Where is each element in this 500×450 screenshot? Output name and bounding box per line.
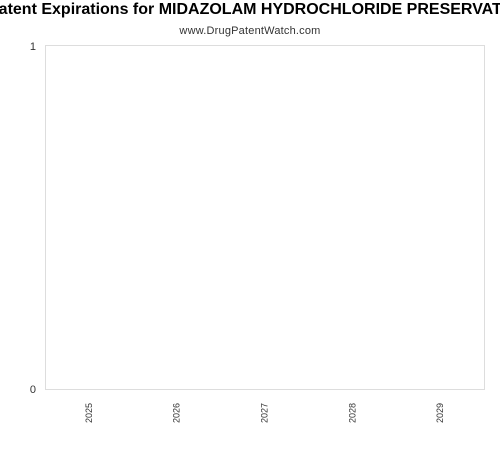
x-tick-label: 2026 — [172, 403, 182, 423]
x-axis: 2025 2026 2027 2028 2029 — [84, 403, 445, 423]
y-tick-label: 0 — [30, 384, 36, 396]
chart-subtitle: www.DrugPatentWatch.com — [179, 25, 321, 37]
plot-area — [45, 45, 485, 390]
x-tick-label: 2028 — [347, 403, 357, 423]
x-tick-label: 2025 — [84, 403, 94, 423]
chart-title: Patent Expirations for MIDAZOLAM HYDROCH… — [0, 1, 500, 18]
y-axis: 01 — [30, 41, 36, 396]
x-tick-label: 2029 — [435, 403, 445, 423]
y-tick-label: 1 — [30, 41, 36, 53]
x-tick-label: 2027 — [260, 403, 270, 423]
